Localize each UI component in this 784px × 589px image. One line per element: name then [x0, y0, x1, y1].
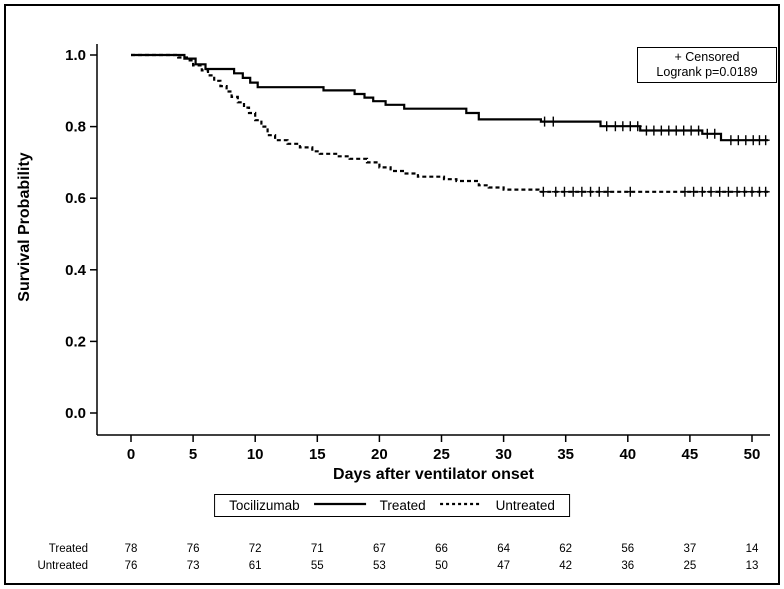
x-tick-label: 35: [557, 446, 574, 463]
at-risk-row-treated: Treated 78 76 72 71 67 66 64 62 56 37 14: [0, 542, 784, 556]
legend-entry-untreated: Untreated: [495, 498, 555, 513]
y-tick-label: 1.0: [65, 47, 86, 64]
at-risk-count: 66: [435, 543, 448, 555]
x-tick-label: 30: [495, 446, 512, 463]
y-axis-label: Survival Probability: [16, 152, 33, 302]
y-tick-label: 0.6: [65, 190, 86, 207]
at-risk-count: 14: [745, 543, 759, 555]
at-risk-row-untreated: Untreated 76 73 61 55 53 50 47 42 36 25 13: [0, 559, 784, 573]
at-risk-counts-treated: 78 76 72 71 67 66 64 62 56 37 14: [0, 542, 784, 556]
at-risk-count: 50: [435, 560, 448, 572]
at-risk-count: 37: [683, 543, 697, 555]
x-tick-label: 45: [682, 446, 699, 463]
censored-legend-label: + Censored: [674, 50, 740, 64]
at-risk-count: 61: [248, 560, 262, 572]
at-risk-row-label: Untreated: [37, 560, 88, 572]
at-risk-count: 42: [559, 560, 573, 572]
legend-title: Tocilizumab: [229, 498, 300, 513]
at-risk-count: 62: [559, 543, 573, 555]
axes: 0.0 0.2 0.4 0.6 0.8 1.0 0 5 10 15 20 25 30 35 40 45 50: [65, 44, 770, 463]
x-axis-label: Days after ventilator onset: [333, 466, 534, 483]
at-risk-count: 76: [124, 560, 138, 572]
inset-legend: + Censored Logrank p=0.0189: [637, 47, 777, 83]
at-risk-count: 13: [745, 560, 759, 572]
x-tick-label: 0: [127, 446, 135, 463]
untreated-curve: [131, 53, 770, 197]
x-tick-label: 20: [371, 446, 388, 463]
at-risk-count: 71: [310, 543, 324, 555]
at-risk-count: 55: [310, 560, 324, 572]
at-risk-count: 64: [497, 543, 510, 555]
logrank-pvalue-label: Logrank p=0.0189: [656, 65, 758, 79]
untreated-step-line: [131, 53, 769, 193]
at-risk-count: 67: [372, 543, 386, 555]
at-risk-count: 76: [186, 543, 200, 555]
x-tick-label: 10: [247, 446, 264, 463]
x-tick-label: 15: [309, 446, 326, 463]
y-tick-label: 0.0: [65, 405, 86, 422]
treated-line-sample: [312, 498, 368, 513]
at-risk-count: 53: [372, 560, 386, 572]
at-risk-count: 56: [621, 543, 635, 555]
x-tick-label: 5: [189, 446, 197, 463]
y-tick-label: 0.2: [65, 333, 86, 350]
legend-entry-treated: Treated: [379, 498, 426, 513]
treated-curve: [131, 53, 770, 146]
x-tick-label: 50: [744, 446, 761, 463]
at-risk-count: 25: [683, 560, 697, 572]
at-risk-count: 36: [621, 560, 635, 572]
at-risk-row-label: Treated: [48, 543, 88, 555]
x-tick-label: 40: [619, 446, 636, 463]
untreated-line-sample: [438, 498, 484, 513]
y-tick-label: 0.4: [65, 262, 87, 279]
x-tick-label: 25: [433, 446, 450, 463]
at-risk-count: 73: [186, 560, 200, 572]
y-tick-label: 0.8: [65, 119, 86, 136]
at-risk-count: 72: [248, 543, 262, 555]
at-risk-count: 78: [124, 543, 138, 555]
at-risk-counts-untreated: 76 73 61 55 53 50 47 42 36 25 13: [0, 559, 784, 573]
series-legend: Tocilizumab Treated Untreated: [214, 494, 570, 517]
at-risk-count: 47: [497, 560, 510, 572]
